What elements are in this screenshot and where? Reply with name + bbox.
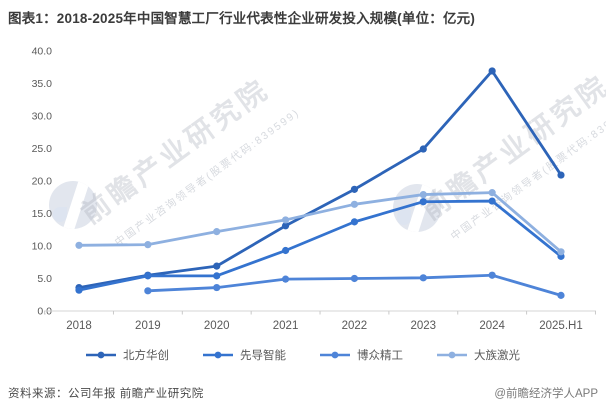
data-point: [213, 262, 221, 270]
legend-marker-icon: [86, 351, 116, 359]
data-point: [488, 67, 496, 75]
data-point: [281, 246, 290, 255]
data-point: [213, 283, 221, 292]
legend-label: 北方华创: [123, 350, 169, 362]
data-point: [488, 197, 496, 205]
x-axis-label: 2019: [135, 320, 161, 332]
legend-item[interactable]: 大族激光: [437, 347, 520, 363]
y-axis-label: 15.0: [32, 208, 53, 220]
legend-marker-icon: [320, 351, 350, 359]
data-point: [144, 272, 152, 280]
x-axis-label: 2018: [66, 320, 92, 332]
data-point: [419, 190, 427, 199]
legend-label: 大族激光: [474, 350, 520, 362]
x-axis-label: 2020: [204, 320, 230, 332]
legend-label: 先导智能: [240, 350, 286, 362]
series-line: [77, 191, 563, 254]
data-point: [557, 248, 565, 256]
data-point: [144, 287, 152, 295]
y-axis-label: 30.0: [32, 110, 53, 122]
data-point: [419, 274, 427, 282]
data-point: [213, 272, 221, 280]
legend-label: 博众精工: [357, 350, 403, 362]
data-point: [488, 189, 496, 197]
legend-marker-icon: [203, 351, 233, 359]
data-point: [213, 228, 221, 236]
data-point: [75, 286, 83, 294]
legend-item[interactable]: 北方华创: [86, 347, 169, 363]
y-axis-label: 35.0: [32, 78, 53, 90]
x-axis-label: 2025.H1: [539, 320, 582, 332]
y-axis-label: 40.0: [32, 45, 53, 57]
source-note: 资料来源：公司年报 前瞻产业研究院: [8, 388, 204, 400]
data-point: [281, 275, 290, 283]
data-point: [281, 216, 290, 224]
chart-legend: 北方华创 先导智能 博众精工 大族激光: [0, 347, 606, 363]
data-point: [350, 218, 359, 226]
data-point: [557, 291, 565, 299]
data-point: [557, 171, 565, 179]
data-point: [419, 198, 427, 206]
data-point: [75, 241, 83, 249]
series-line: [77, 199, 563, 292]
chart-title: 图表1：2018-2025年中国智慧工厂行业代表性企业研发投入规模(单位：亿元): [8, 11, 476, 26]
x-axis-label: 2023: [410, 320, 436, 332]
y-axis-label: 25.0: [32, 143, 53, 155]
x-axis-label: 2021: [273, 320, 299, 332]
x-axis-label: 2024: [479, 320, 505, 332]
x-axis-label: 2022: [342, 320, 368, 332]
data-point: [144, 241, 152, 249]
y-axis-label: 5.0: [37, 273, 52, 285]
legend-item[interactable]: 博众精工: [320, 347, 403, 363]
legend-item[interactable]: 先导智能: [203, 347, 286, 363]
legend-marker-icon: [437, 351, 467, 359]
data-point: [488, 271, 496, 279]
data-point: [419, 145, 427, 153]
y-axis-label: 10.0: [32, 240, 53, 252]
brand-note: @前瞻经济学人APP: [494, 388, 598, 400]
series-line: [77, 69, 563, 289]
y-axis-label: 20.0: [32, 175, 53, 187]
data-point: [350, 185, 359, 193]
data-point: [350, 274, 359, 283]
data-point: [281, 222, 290, 230]
data-point: [350, 200, 359, 208]
